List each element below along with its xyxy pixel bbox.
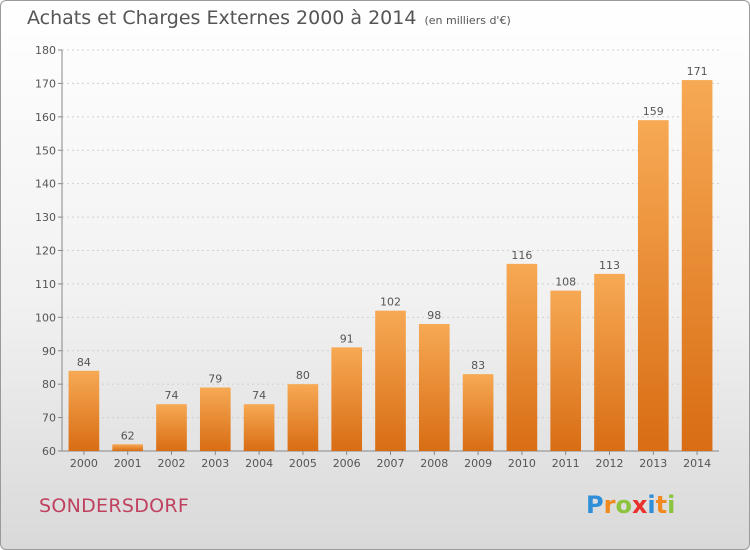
x-tick-labels: 2000 2001 2002 2003 2004 2005 2006 2007 2008 2009… xyxy=(70,457,711,470)
logo-letter: r xyxy=(603,491,616,519)
y-tick-label: 100 xyxy=(35,311,56,324)
bar xyxy=(462,374,494,451)
bar-value-label: 62 xyxy=(121,429,135,442)
y-tick-label: 170 xyxy=(35,77,56,90)
bar-value-label: 116 xyxy=(511,249,532,262)
x-tick-label: 2006 xyxy=(333,457,361,470)
bar xyxy=(156,404,187,451)
y-tick-label: 130 xyxy=(35,211,56,224)
logo-letter: P xyxy=(586,491,604,519)
x-tick-label: 2014 xyxy=(683,457,711,470)
bar-value-label: 91 xyxy=(340,332,354,345)
x-tick-label: 2004 xyxy=(245,457,273,470)
bar-value-label: 102 xyxy=(380,296,401,309)
y-tick-label: 110 xyxy=(35,278,56,291)
proxiti-logo[interactable]: Proxiti xyxy=(586,491,675,519)
chart-subtitle: (en milliers d'€) xyxy=(424,14,511,27)
y-tick-label: 60 xyxy=(42,445,56,458)
y-tick-label: 150 xyxy=(35,144,56,157)
title-text: Achats et Charges Externes 2000 à 2014 xyxy=(27,7,417,29)
bar-value-label: 84 xyxy=(77,356,91,369)
y-tick-label: 160 xyxy=(35,111,56,124)
y-tick-label: 180 xyxy=(35,44,56,57)
logo-letter: x xyxy=(631,491,648,519)
bar-value-label: 171 xyxy=(687,65,708,78)
bar-value-label: 80 xyxy=(296,369,310,382)
bar xyxy=(243,404,275,451)
bar xyxy=(199,387,231,451)
logo-letter: o xyxy=(615,491,632,519)
y-tick-label: 70 xyxy=(42,412,56,425)
logo-letter: i xyxy=(647,491,656,519)
y-tick-label: 140 xyxy=(35,178,56,191)
x-tick-label: 2012 xyxy=(596,457,624,470)
logo-letter: i xyxy=(667,491,676,519)
bar-value-label: 113 xyxy=(599,259,620,272)
bars xyxy=(68,80,713,452)
x-tick-label: 2000 xyxy=(70,457,98,470)
bar-value-label: 108 xyxy=(555,276,576,289)
bar xyxy=(68,370,100,451)
y-tick-labels: 60 70 80 90 100 110 120 130 140 150 160 170 180 xyxy=(35,44,56,458)
y-tick-label: 90 xyxy=(42,345,56,358)
x-tick-label: 2010 xyxy=(508,457,536,470)
x-tick-label: 2001 xyxy=(114,457,142,470)
bar-value-label: 79 xyxy=(208,373,222,386)
x-tick-label: 2005 xyxy=(289,457,317,470)
y-tick-label: 80 xyxy=(42,378,56,391)
logo-letter: t xyxy=(655,491,668,519)
bar-value-label: 159 xyxy=(643,105,664,118)
bar xyxy=(418,324,450,451)
x-tick-label: 2003 xyxy=(201,457,229,470)
bar xyxy=(112,444,144,451)
bar xyxy=(637,120,669,452)
bar xyxy=(550,290,582,451)
bar xyxy=(681,80,713,451)
bar-value-label: 83 xyxy=(471,359,485,372)
commune-name: SONDERSDORF xyxy=(39,495,190,517)
bar-value-label: 98 xyxy=(427,309,441,322)
x-tick-label: 2008 xyxy=(420,457,448,470)
y-tick-label: 120 xyxy=(35,245,56,258)
bar xyxy=(594,273,625,451)
x-tick-label: 2007 xyxy=(377,457,405,470)
x-tick-label: 2002 xyxy=(158,457,186,470)
x-tick-label: 2011 xyxy=(552,457,580,470)
bar-value-label: 74 xyxy=(165,389,179,402)
bar xyxy=(287,384,319,451)
x-tick-label: 2013 xyxy=(639,457,667,470)
x-tick-label: 2009 xyxy=(464,457,492,470)
chart-title: Achats et Charges Externes 2000 à 2014 (e… xyxy=(27,7,511,29)
bar xyxy=(375,310,406,451)
bar xyxy=(331,347,363,451)
bar-value-label: 74 xyxy=(252,389,266,402)
data-labels: 84 62 74 79 74 80 91 102 98 83 116 108 113 159 171 xyxy=(77,65,708,442)
bar xyxy=(506,263,538,451)
